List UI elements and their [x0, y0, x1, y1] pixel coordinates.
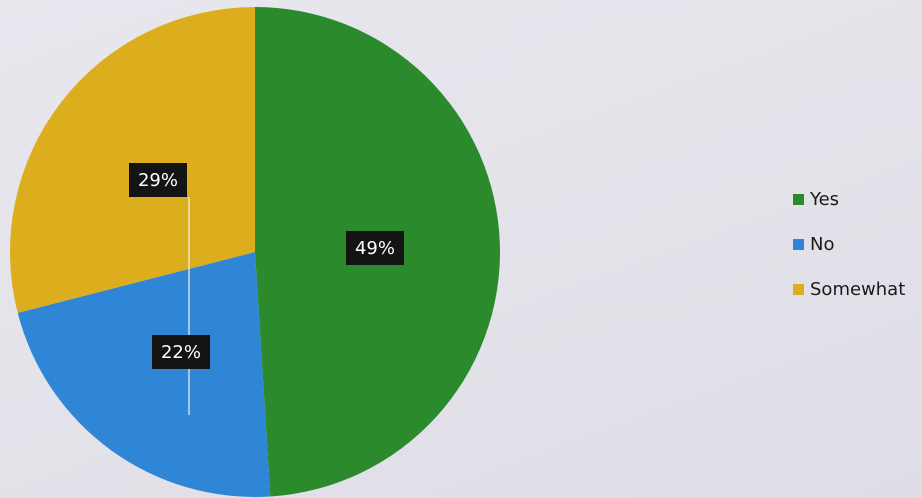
legend: Yes No Somewhat — [793, 188, 921, 323]
pie-data-labels: 49% 22% 29% — [129, 163, 404, 369]
data-label-box — [346, 231, 404, 265]
pie-slices — [9, 7, 500, 497]
data-label-box — [152, 335, 210, 369]
data-label-yes: 49% — [346, 231, 404, 265]
data-label-text: 29% — [138, 170, 178, 191]
data-label-text: 22% — [161, 342, 201, 363]
legend-item-somewhat: Somewhat — [793, 278, 921, 301]
data-label-no: 22% — [152, 335, 210, 369]
data-label-text: 49% — [355, 238, 395, 259]
legend-item-yes: Yes — [793, 188, 921, 211]
pie-slice-somewhat — [9, 7, 256, 313]
data-label-box — [129, 163, 187, 197]
legend-label: No — [810, 234, 835, 255]
data-label-somewhat: 29% — [129, 163, 187, 197]
legend-swatch — [793, 284, 804, 295]
legend-label: Somewhat — [810, 279, 906, 300]
legend-swatch — [793, 239, 804, 250]
legend-label: Yes — [810, 189, 840, 210]
legend-item-no: No — [793, 233, 921, 256]
pie-slice-no — [17, 252, 271, 497]
legend-swatch — [793, 194, 804, 205]
